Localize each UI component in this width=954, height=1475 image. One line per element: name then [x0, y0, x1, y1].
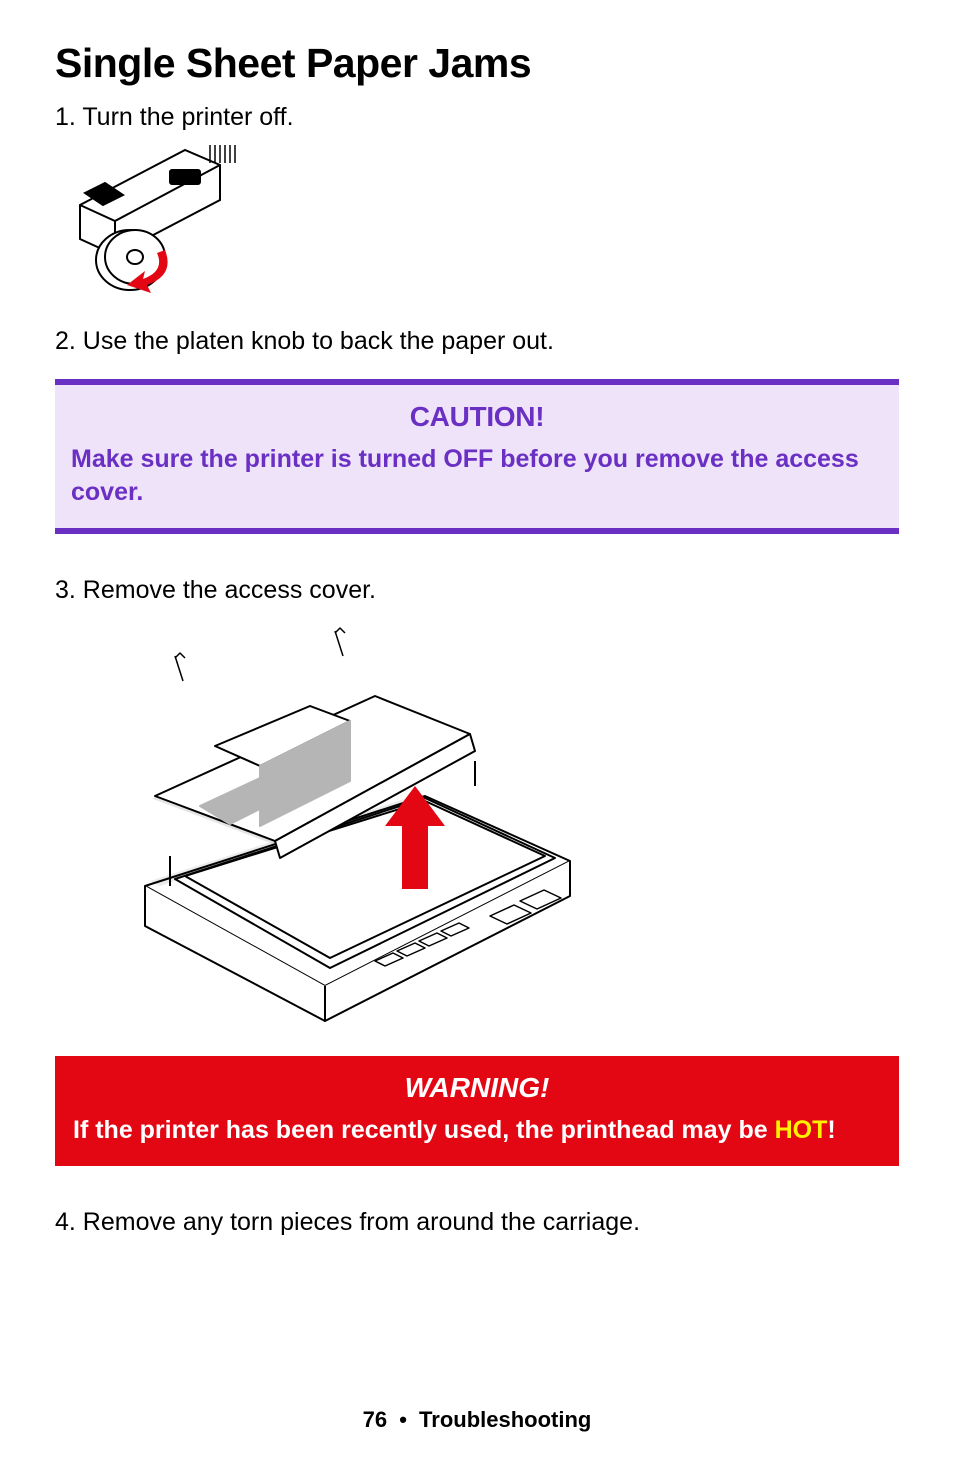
- warning-body-suffix: !: [827, 1116, 835, 1144]
- caution-title: CAUTION!: [71, 401, 883, 433]
- printer-open-svg: [75, 626, 595, 1026]
- step-2: 2. Use the platen knob to back the paper…: [55, 325, 899, 359]
- page-footer: 76 • Troubleshooting: [0, 1407, 954, 1433]
- platen-knob-svg: [75, 145, 265, 295]
- warning-callout: WARNING! If the printer has been recentl…: [55, 1056, 899, 1166]
- warning-title: WARNING!: [73, 1072, 881, 1104]
- caution-callout: CAUTION! Make sure the printer is turned…: [55, 379, 899, 535]
- warning-body: If the printer has been recently used, t…: [73, 1114, 881, 1148]
- warning-body-prefix: If the printer has been recently used, t…: [73, 1116, 775, 1144]
- page-number: 76: [363, 1407, 387, 1432]
- footer-bullet: •: [399, 1407, 407, 1432]
- step-1: 1. Turn the printer off.: [55, 101, 899, 135]
- footer-section: Troubleshooting: [419, 1407, 591, 1432]
- step-4: 4. Remove any torn pieces from around th…: [55, 1206, 899, 1240]
- page-title: Single Sheet Paper Jams: [55, 40, 899, 87]
- figure-printer-open: [75, 626, 595, 1026]
- page: Single Sheet Paper Jams 1. Turn the prin…: [0, 0, 954, 1475]
- warning-hot: HOT: [775, 1116, 828, 1144]
- caution-body: Make sure the printer is turned OFF befo…: [71, 443, 883, 511]
- step-3: 3. Remove the access cover.: [55, 574, 899, 608]
- figure-platen-knob: [75, 145, 265, 295]
